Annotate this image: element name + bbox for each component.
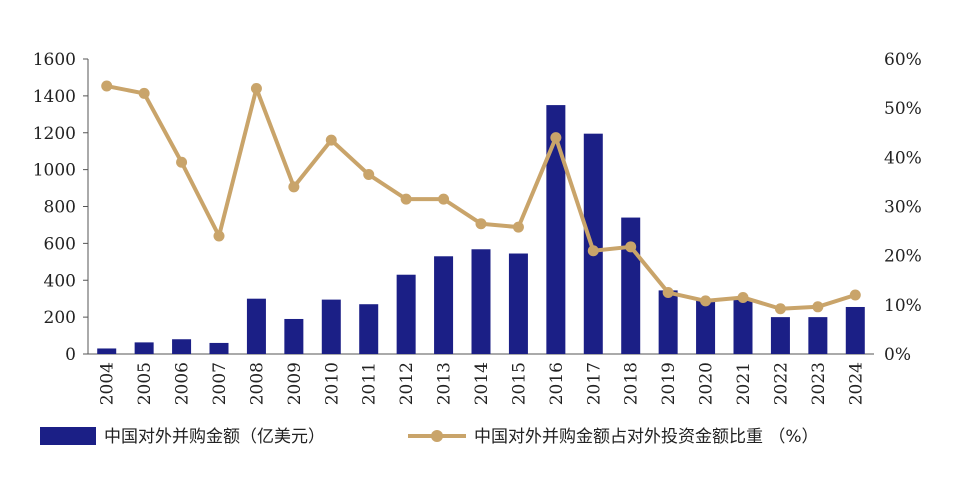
- x-tick-label: 2018: [622, 362, 642, 405]
- ratio-point-2009: [288, 181, 300, 193]
- bar-2007: [209, 342, 229, 354]
- bar-2024: [845, 306, 865, 354]
- x-tick-label: 2020: [697, 362, 717, 405]
- ratio-point-2013: [438, 193, 450, 205]
- right-tick-label: 10%: [884, 296, 922, 316]
- ratio-point-2007: [213, 230, 225, 242]
- bar-2018: [621, 217, 641, 354]
- bar-2011: [359, 304, 379, 354]
- bar-series: [97, 105, 865, 354]
- left-tick-label: 0: [65, 345, 76, 365]
- right-axis: 0% 10% 20% 30% 40% 50% 60%: [884, 50, 922, 365]
- bar-2012: [396, 274, 416, 354]
- left-tick-label: 600: [44, 234, 76, 254]
- bar-2010: [321, 299, 341, 354]
- x-tick-label: 2013: [435, 362, 455, 405]
- ratio-point-2019: [662, 287, 674, 299]
- ratio-point-2011: [363, 169, 375, 181]
- legend-line-label: 中国对外并购金额占对外投资金额比重 （%）: [474, 427, 819, 447]
- right-tick-label: 40%: [884, 148, 922, 168]
- ratio-point-2005: [138, 87, 150, 99]
- x-tick-label: 2004: [98, 362, 118, 405]
- bar-2015: [508, 253, 528, 354]
- left-tick-label: 1400: [33, 87, 76, 107]
- bar-2005: [134, 342, 154, 354]
- bar-2014: [471, 249, 491, 354]
- right-tick-label: 60%: [884, 50, 922, 70]
- x-tick-label: 2021: [734, 362, 754, 405]
- x-tick-label: 2007: [210, 362, 230, 405]
- ratio-point-2010: [325, 134, 337, 146]
- x-tick-label: 2023: [809, 362, 829, 405]
- ratio-point-2022: [774, 303, 786, 315]
- x-tick-label: 2014: [472, 362, 492, 405]
- x-tick-label: 2012: [397, 362, 417, 405]
- left-axis: 0 200 400 600 800 1000 1200 1400 1600: [33, 50, 89, 365]
- x-tick-label: 2024: [846, 362, 866, 405]
- left-tick-label: 1200: [33, 124, 76, 144]
- right-tick-label: 30%: [884, 198, 922, 218]
- x-tick-label: 2009: [285, 362, 305, 405]
- left-tick-label: 1000: [33, 161, 76, 181]
- legend: 中国对外并购金额（亿美元） 中国对外并购金额占对外投资金额比重 （%）: [40, 427, 819, 447]
- bar-2004: [97, 348, 117, 354]
- bar-2008: [246, 298, 266, 354]
- bar-2013: [434, 256, 454, 354]
- ratio-point-2012: [400, 193, 412, 205]
- legend-bar-label: 中国对外并购金额（亿美元）: [104, 427, 325, 447]
- left-tick-label: 800: [44, 198, 76, 218]
- x-tick-label: 2016: [547, 362, 567, 405]
- ratio-point-2008: [250, 83, 262, 94]
- ratio-point-2021: [737, 291, 749, 303]
- ratio-point-2014: [475, 218, 487, 230]
- ratio-point-2016: [550, 132, 562, 144]
- bar-2009: [284, 318, 304, 354]
- x-axis: 2004 2005 2006 2007 2008 2009 2010 2011 2012 2013…: [88, 353, 874, 405]
- bar-2017: [583, 133, 603, 354]
- ratio-point-2023: [812, 301, 824, 313]
- right-tick-label: 50%: [884, 99, 922, 119]
- x-tick-label: 2022: [771, 362, 791, 405]
- bar-2019: [658, 290, 678, 354]
- x-tick-label: 2006: [173, 362, 193, 405]
- right-tick-label: 0%: [884, 345, 911, 365]
- x-tick-label: 2010: [322, 362, 342, 405]
- left-tick-label: 200: [44, 308, 76, 328]
- bar-2022: [770, 317, 790, 354]
- ratio-point-2006: [176, 156, 188, 168]
- x-tick-label: 2019: [659, 362, 679, 405]
- x-tick-label: 2017: [584, 362, 604, 405]
- bar-2006: [172, 339, 192, 354]
- ratio-point-2015: [512, 221, 524, 233]
- legend-bar-swatch: [40, 427, 96, 445]
- ratio-point-2004: [101, 80, 113, 92]
- ratio-point-2018: [625, 241, 637, 253]
- left-tick-label: 1600: [33, 50, 76, 70]
- bar-2023: [808, 317, 828, 354]
- bar-2020: [696, 300, 716, 354]
- x-tick-label: 2015: [509, 362, 529, 405]
- ratio-point-2017: [587, 245, 599, 257]
- legend-line-marker: [431, 430, 443, 442]
- bar-2021: [733, 298, 753, 354]
- line-series: [101, 80, 861, 315]
- x-tick-label: 2011: [360, 362, 380, 405]
- right-tick-label: 20%: [884, 247, 922, 267]
- bar-2016: [546, 105, 566, 354]
- ratio-point-2024: [849, 289, 861, 301]
- x-tick-label: 2005: [135, 362, 155, 405]
- ratio-point-2020: [700, 295, 712, 307]
- x-tick-label: 2008: [247, 362, 267, 405]
- left-tick-label: 400: [44, 271, 76, 291]
